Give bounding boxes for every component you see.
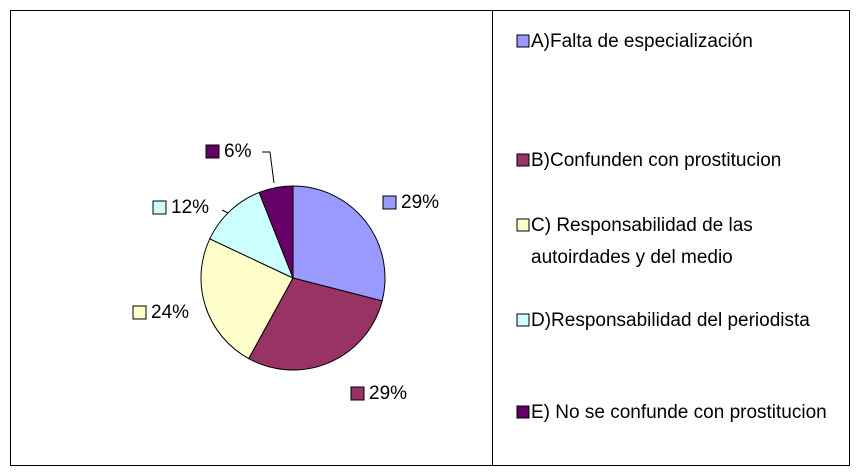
legend-swatch [516,405,530,419]
pie-slice [200,238,294,360]
chart-border [10,10,850,466]
data-label: 24% [151,302,189,323]
legend-label: B)Confunden con prostitucion [531,150,782,171]
pie-slice [258,185,294,279]
legend-swatch [516,34,530,48]
legend-label: D)Responsabilidad del periodista [531,310,810,331]
data-label: 6% [224,141,252,162]
data-label-swatch [350,386,365,401]
data-label: 29% [369,383,407,404]
legend-swatch [516,218,530,232]
data-label-swatch [205,144,220,159]
leader-line [262,151,275,184]
data-label: 29% [401,192,439,213]
legend-label: E) No se confunde con prostitucion [531,402,827,423]
legend-swatch [516,313,530,327]
data-label: 12% [171,197,209,218]
pie-slice [209,191,294,279]
data-label-swatch [382,195,397,210]
data-label-swatch [152,200,167,215]
legend-swatch [516,153,530,167]
pie-slice [292,185,386,302]
data-label-swatch [132,305,147,320]
legend-label: C) Responsabilidad de las autoirdades y … [531,215,753,268]
pie-slice [247,277,383,371]
legend-label: A)Falta de especialización [531,31,753,52]
